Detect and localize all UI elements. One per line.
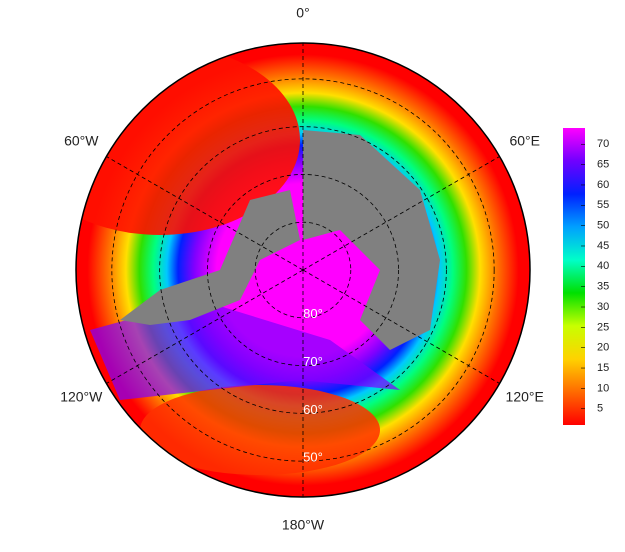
colorbar-tick-label: 35 — [597, 281, 609, 293]
colorbar-tick-label: 15 — [597, 362, 609, 374]
longitude-label: 120°E — [506, 389, 544, 405]
colorbar-tick-label: 10 — [597, 382, 609, 394]
latitude-circle — [111, 78, 495, 462]
latitude-label: 50° — [303, 450, 323, 465]
colorbar-tick-label: 5 — [597, 403, 603, 415]
data-field — [76, 43, 530, 497]
longitude-label: 0° — [296, 5, 309, 21]
colorbar-tick-label: 50 — [597, 220, 609, 232]
meridian-line — [106, 156, 304, 271]
colorbar-tick-label: 40 — [597, 260, 609, 272]
colorbar-ramp — [563, 128, 585, 425]
colorbar-tick-label: 60 — [597, 179, 609, 191]
latitude-label: 80° — [303, 306, 323, 321]
meridian-line — [302, 269, 500, 384]
latitude-label: 60° — [303, 402, 323, 417]
meridian-line — [106, 269, 304, 384]
colorbar-tick-label: 45 — [597, 240, 609, 252]
colorbar-tick-label: 65 — [597, 159, 609, 171]
colorbar-tick-label: 70 — [597, 138, 609, 150]
latitude-label: 70° — [303, 354, 323, 369]
longitude-label: 60°W — [64, 133, 99, 149]
colorbar-tick-label: 25 — [597, 321, 609, 333]
colorbar-tick-label: 55 — [597, 199, 609, 211]
latitude-circle — [207, 174, 399, 366]
longitude-label: 60°E — [509, 133, 540, 149]
meridian-line — [302, 156, 500, 271]
longitude-label: 180°W — [282, 517, 325, 533]
latitude-circle — [254, 221, 352, 319]
longitude-label: 120°W — [60, 389, 103, 405]
colorbar-tick-label: 20 — [597, 342, 609, 354]
colorbar: 5 10 15 20 25 30 35 40 45 50 55 60 65 70 — [563, 128, 609, 425]
colorbar-tick-label: 30 — [597, 301, 609, 313]
